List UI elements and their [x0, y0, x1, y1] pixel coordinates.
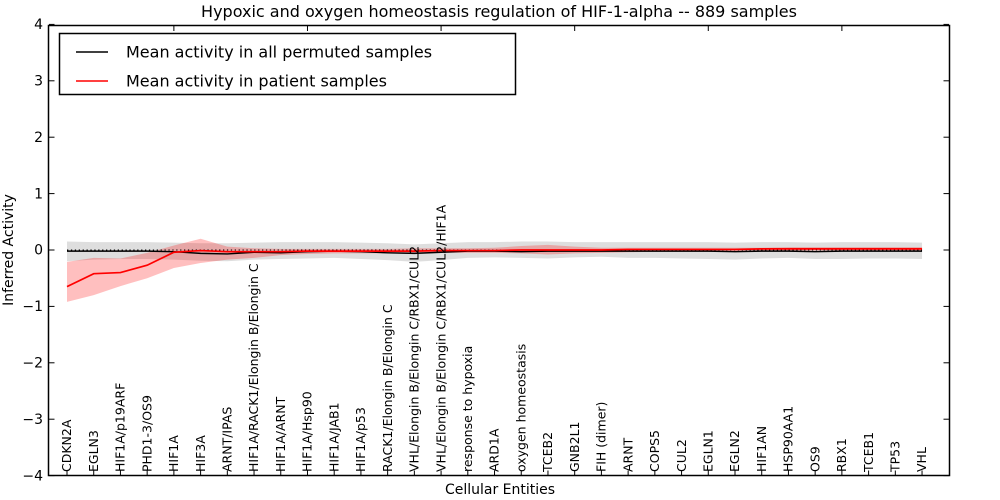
y-axis-label: Inferred Activity [1, 194, 17, 306]
x-tick-label: ARD1A [487, 428, 502, 472]
chart-title: Hypoxic and oxygen homeostasis regulatio… [201, 2, 797, 21]
legend-label-permuted: Mean activity in all permuted samples [126, 43, 432, 62]
x-tick-label: oxygen homeostasis [513, 344, 528, 472]
y-tick-label: 1 [34, 186, 43, 202]
x-tick-label: EGLN1 [701, 430, 716, 472]
legend-box [58, 32, 517, 96]
x-tick-label: CDKN2A [59, 419, 74, 472]
x-tick-label: GNB2L1 [567, 422, 582, 472]
x-tick-label: HIF1A/RACK1/Elongin B/Elongin C [246, 263, 261, 472]
x-axis-label: Cellular Entities [445, 482, 555, 498]
legend: Mean activity in all permuted samples Me… [58, 32, 517, 96]
x-tick-label: VHL/Elongin B/Elongin C/RBX1/CUL2/HIF1A [433, 204, 448, 472]
y-tick-label: −3 [22, 412, 43, 428]
x-tick-label: HIF1A/ARNT [273, 396, 288, 472]
x-tick-label: ARNT/IPAS [220, 407, 235, 472]
patient-mean-line [66, 248, 923, 288]
x-tick-label: RBX1 [834, 438, 849, 472]
x-tick-label: HIF1A/JAB1 [326, 402, 341, 472]
tick-layer: 4 3 2 1 0 −1 −2 −3 −4 CDKN2A EGLN3 HIF1A/p19ARF PHD1… [22, 17, 949, 484]
x-tick-label: PHD1-3/OS9 [139, 395, 154, 472]
y-tick-label: 2 [34, 130, 43, 146]
x-tick-label: VHL [914, 447, 929, 472]
x-tick-label: HIF1A/Hsp90 [300, 391, 315, 472]
x-tick-label: OS9 [807, 446, 822, 472]
x-tick-label: EGLN3 [86, 430, 101, 472]
x-tick-label: HIF3A [193, 435, 208, 472]
y-tick-label: −4 [22, 468, 43, 484]
x-tick-label: TCEB2 [540, 432, 555, 473]
x-tick-label: HSP90AA1 [781, 406, 796, 472]
y-tick-label: −1 [22, 299, 43, 315]
x-tick-label: EGLN2 [727, 430, 742, 472]
x-tick-label: CUL2 [674, 439, 689, 472]
x-tick-label: FIH (dimer) [594, 402, 609, 472]
x-tick-label: response to hypoxia [460, 346, 475, 472]
x-tick-label: HIF1A/p19ARF [113, 383, 128, 472]
x-tick-label: TCEB1 [861, 432, 876, 473]
y-tick-label: 0 [34, 243, 43, 259]
x-tick-label: HIF1A [166, 435, 181, 472]
x-tick-label: ARNT [620, 437, 635, 472]
x-tick-label: RACK1/Elongin B/Elongin C [380, 304, 395, 472]
x-tick-label: VHL/Elongin B/Elongin C/RBX1/CUL2 [407, 246, 422, 472]
patient-confidence-band [67, 238, 923, 302]
plot-layer [66, 238, 923, 302]
axes-frame [47, 24, 951, 477]
x-tick-label: COPS5 [647, 430, 662, 472]
y-tick-label: −2 [22, 356, 43, 372]
y-tick-label: 4 [34, 17, 43, 33]
x-tick-label: TP53 [888, 441, 903, 473]
y-tick-label: 3 [34, 74, 43, 90]
legend-label-patient: Mean activity in patient samples [126, 72, 387, 91]
x-tick-label: HIF1A/p53 [353, 407, 368, 472]
x-tick-label: HIF1AN [754, 426, 769, 472]
